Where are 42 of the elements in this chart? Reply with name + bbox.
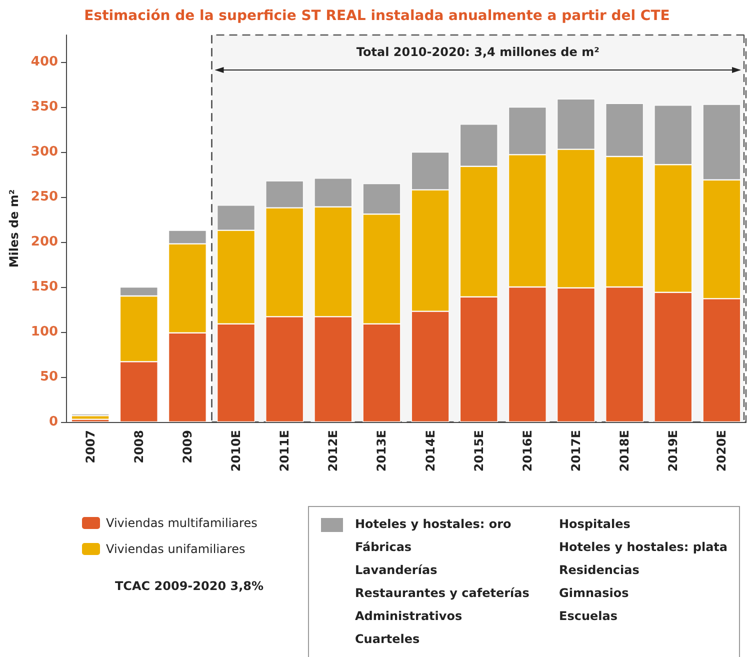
text: Fábricas [355,539,413,556]
bar [71,419,110,422]
x-tick-label: 2018E [618,430,632,472]
y-tick-label: 0 [48,414,58,430]
x-tick-label: 2012E [326,430,340,472]
legend-label: Viviendas unifamiliares [106,542,246,556]
y-tick-label: 350 [30,100,58,114]
x-tick-label: 2019E [666,430,680,472]
text: Lavanderías [355,562,438,579]
x-tick-label: 2015E [472,430,486,472]
x-tick-label: 2016E [520,430,534,472]
text: Administrativos [355,608,464,625]
x-tick-label: 2013E [374,430,389,472]
y-tick-label: 300 [30,144,58,160]
y-tick-label: 100 [30,324,58,340]
x-tick-label: 2009 [180,430,194,464]
x-tick-label: 2017E [569,430,584,472]
text: Restaurantes y cafeterías [355,585,530,602]
y-tick-label: 200 [30,234,58,250]
y-tick-label: 400 [30,54,58,70]
text: Gimnasios [559,585,630,602]
text: Cuarteles [355,631,421,648]
text: Hospitales [559,516,632,533]
chart-title: Estimación de la superficie ST REAL instalada anualmente a partir del CTE [84,8,670,24]
x-tick-label: 2010E [229,430,244,472]
x-tick-label: 2008 [132,430,146,464]
x-tick-label: 2020E [714,430,729,472]
x-tick-label: 2014E [423,430,438,472]
x-tick-label: 2007 [83,430,98,464]
legend-label: Viviendas multifamiliares [106,516,258,530]
y-tick-label: 250 [30,190,58,204]
band-label: Total 2010-2020: 3,4 millones de m² [356,45,600,59]
y-axis-title: Miles de m² [7,189,21,268]
y-tick-label: 50 [40,370,58,384]
x-tick-label: 2011E [278,430,292,472]
text: TCAC 2009-2020 3,8% [115,579,264,593]
y-tick-label: 150 [30,280,58,294]
text: Hoteles y hostales: plata [559,539,728,556]
text: Escuelas [559,608,618,625]
text: Hoteles y hostales: oro [355,516,512,533]
bar [71,416,110,420]
text: Residencias [559,562,640,579]
